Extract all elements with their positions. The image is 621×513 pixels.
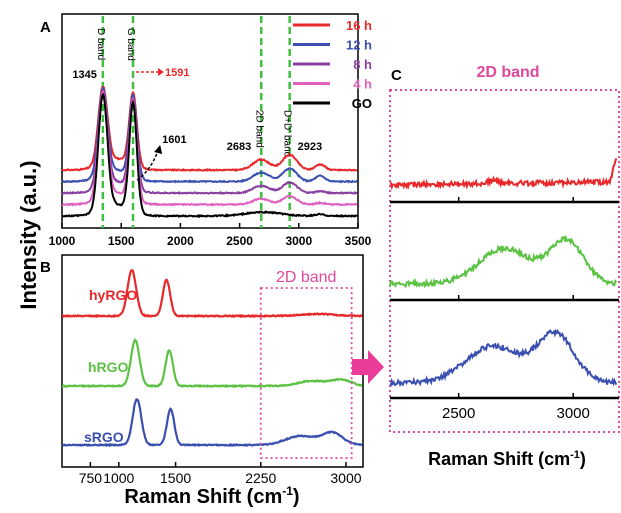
- peak-annotation: 2683: [227, 141, 251, 153]
- series-line: [61, 86, 359, 184]
- x-tick-label: 2000: [167, 234, 194, 248]
- series-label: hRGO: [88, 359, 129, 375]
- panel-c-letter: C: [391, 67, 402, 84]
- panel-b: B 2D band hyRGO hRGO sRGO 750 1000 1500 2250 3…: [40, 254, 364, 508]
- series-line: [61, 89, 358, 207]
- peak-annotation: 2923: [298, 141, 322, 153]
- highlight-label: 2D band: [276, 269, 337, 286]
- panel-a-frame: [61, 13, 359, 229]
- x-tick-label: 3000: [330, 470, 361, 486]
- series-line: [389, 234, 618, 289]
- arrowhead-icon: [154, 145, 163, 154]
- panel-c-title: 2D band: [476, 64, 539, 81]
- band-label: 2D band: [253, 110, 264, 148]
- x-tick-label: 3500: [345, 234, 372, 248]
- series-line: [61, 398, 363, 448]
- panel-c-xlabel: Raman Shift (cm-1): [428, 449, 586, 469]
- legend-label: GO: [352, 96, 372, 111]
- x-tick-label: 1000: [49, 234, 76, 248]
- legend-label: 4 h: [353, 77, 372, 92]
- peak-annotation: 1345: [72, 69, 96, 81]
- series-line: [61, 92, 359, 219]
- x-tick-label: 1500: [108, 234, 135, 248]
- series-line: [61, 89, 358, 196]
- series-label: sRGO: [84, 429, 124, 445]
- legend-label: 12 h: [346, 38, 372, 53]
- x-tick-label: 1500: [160, 470, 191, 486]
- panel-a-letter: A: [40, 19, 51, 36]
- series-line: [389, 157, 618, 191]
- x-tick-label: 750: [79, 470, 103, 486]
- band-label: G band: [125, 28, 136, 61]
- panel-b-xlabel: Raman Shift (cm-1): [124, 484, 299, 508]
- series-line: [61, 338, 363, 389]
- peak-annotation: 1591: [165, 67, 189, 79]
- x-tick-label: 3000: [285, 234, 312, 248]
- panel-c-dotted-frame: [389, 89, 620, 433]
- pink-arrow-icon: [352, 350, 384, 384]
- x-tick-label: 2500: [226, 234, 253, 248]
- arrowhead-icon: [157, 68, 164, 76]
- x-tick-label: 2250: [245, 470, 276, 486]
- series-line: [389, 328, 618, 388]
- x-tick-label: 2500: [442, 405, 475, 422]
- arrow-1601: [136, 149, 159, 181]
- panel-b-letter: B: [40, 259, 51, 276]
- series-label: hyRGO: [89, 287, 137, 303]
- legend-label: 8 h: [353, 57, 372, 72]
- band-label: D band: [95, 28, 106, 60]
- y-axis-label: Intensity (a.u.): [16, 160, 41, 309]
- band-label: D+D' band: [282, 110, 293, 157]
- series-line: [61, 85, 358, 173]
- peak-annotation: 1601: [162, 134, 186, 146]
- x-tick-label: 1000: [103, 470, 134, 486]
- panel-a: A D band G band 2D band D+D' band 1000 1500 2…: [40, 13, 372, 248]
- highlight-box: [259, 287, 353, 459]
- legend-label: 16 h: [346, 18, 372, 33]
- x-tick-label: 3000: [557, 405, 590, 422]
- panel-c: C 2D band 2500 3000 Raman Shift (cm-1): [389, 64, 620, 469]
- series-line: [61, 268, 363, 319]
